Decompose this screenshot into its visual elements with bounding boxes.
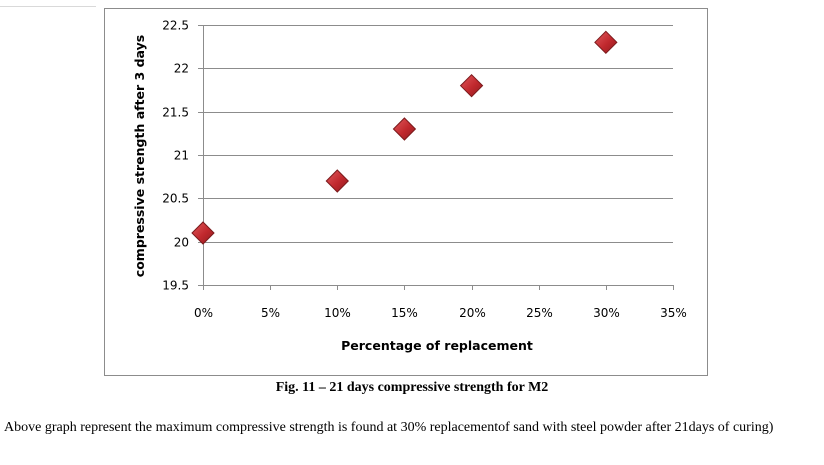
figure-caption: Fig. 11 – 21 days compressive strength f… (275, 380, 549, 395)
x-tick-label: 5% (261, 306, 280, 320)
data-point (459, 73, 484, 98)
x-tick-label: 25% (526, 306, 553, 320)
data-point (594, 30, 618, 55)
gridlines (203, 25, 673, 243)
data-point (191, 221, 215, 245)
y-axis-title: compressive strength after 3 days (132, 35, 147, 277)
x-tick-label: 0% (194, 306, 213, 320)
x-tick-label: 35% (660, 306, 687, 320)
y-tick-label: 22 (174, 62, 189, 76)
body-paragraph: Above graph represent the maximum compre… (4, 420, 774, 435)
y-tick-label: 20 (174, 236, 189, 250)
x-tick-label: 30% (593, 306, 620, 320)
axes (198, 25, 674, 290)
y-tick-label: 21.5 (162, 106, 189, 120)
data-points (191, 30, 618, 245)
y-tick-label: 22.5 (162, 19, 189, 33)
y-tick-labels: 19.5 20 20.5 21 21.5 22 22.5 (162, 19, 189, 293)
corner-rule (0, 6, 96, 7)
x-tick-label: 10% (324, 306, 351, 320)
x-axis-title: Percentage of replacement (341, 338, 533, 353)
y-tick-label: 19.5 (162, 279, 189, 293)
data-point (392, 117, 417, 141)
y-tick-label: 21 (174, 149, 189, 163)
x-tick-label: 15% (391, 306, 418, 320)
x-tick-label: 20% (459, 306, 486, 320)
x-tick-labels: 0% 5% 10% 15% 20% 25% 30% 35% (194, 306, 687, 320)
data-point (325, 169, 349, 193)
chart-frame (104, 8, 708, 376)
y-tick-label: 20.5 (162, 192, 189, 206)
